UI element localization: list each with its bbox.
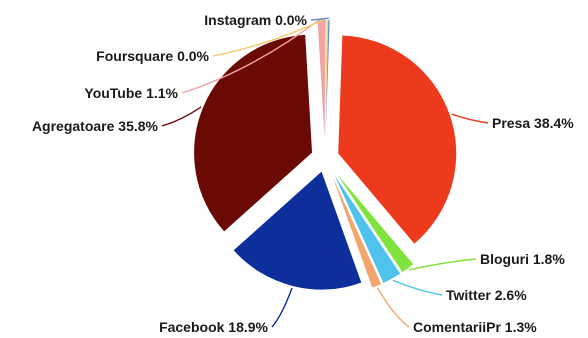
slice-label-facebook: Facebook 18.9% (159, 319, 268, 335)
slice-label-bloguri: Bloguri 1.8% (480, 251, 565, 267)
leader-line-agregatoare (161, 106, 202, 127)
leader-line-youtube (181, 17, 323, 94)
leader-line-bloguri (408, 258, 477, 271)
leader-line-presa (451, 113, 489, 124)
pie-slice-youtube (317, 20, 326, 139)
slice-label-agregatoare: Agregatoare 35.8% (32, 118, 159, 134)
leader-line-instagram (310, 17, 330, 21)
leader-line-twitter (392, 279, 443, 296)
pie-slice-bloguri (337, 173, 414, 273)
leader-line-facebook (271, 287, 293, 328)
pie-slice-agregatoare (194, 34, 313, 232)
leader-line-foursquare (212, 17, 328, 57)
slice-label-twitter: Twitter 2.6% (446, 287, 527, 303)
pie-slice-instagram (325, 20, 330, 139)
pie-slice-comentariipr (332, 176, 382, 288)
pie-slice-presa (338, 35, 457, 244)
leader-line-comentariipr (376, 287, 410, 328)
pie-slice-twitter (334, 175, 401, 283)
slice-label-instagram: Instagram 0.0% (204, 12, 307, 28)
pie-slice-facebook (233, 171, 362, 290)
slice-label-foursquare: Foursquare 0.0% (96, 48, 209, 64)
slice-label-youtube: YouTube 1.1% (84, 85, 178, 101)
slice-label-comentariipr: ComentariiPr 1.3% (413, 319, 537, 335)
slice-label-presa: Presa 38.4% (492, 115, 574, 131)
pie-slice-foursquare (325, 20, 329, 139)
